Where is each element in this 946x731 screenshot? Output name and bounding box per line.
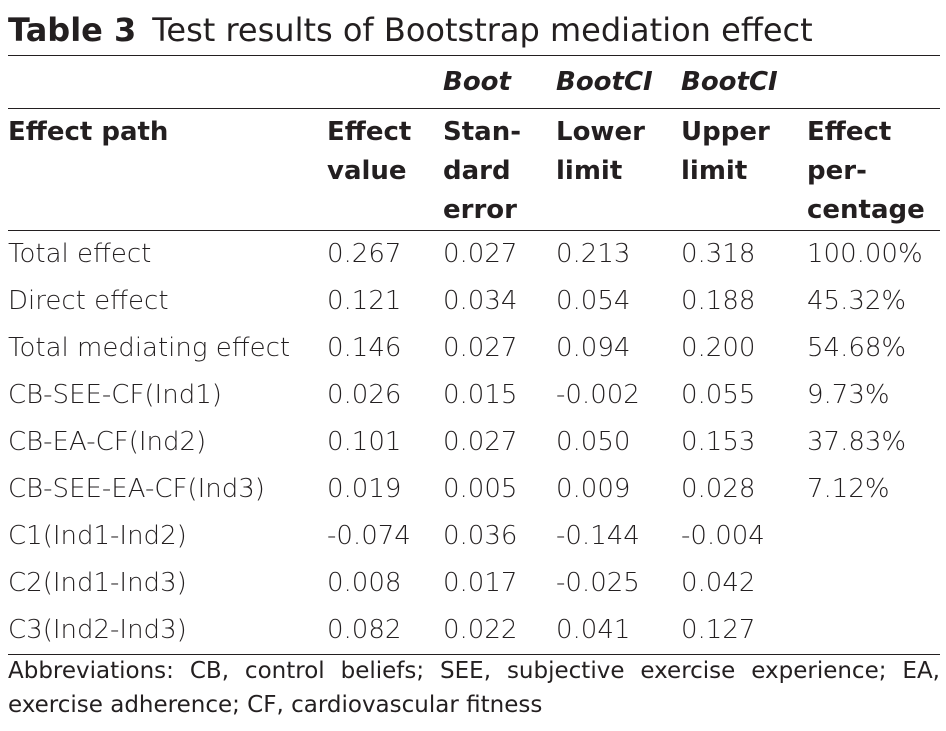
table-row: Total mediating effect 0.146 0.027 0.094… [8, 325, 940, 372]
header-top-cell: Boot [443, 67, 511, 97]
effect-percentage-cell [807, 560, 940, 607]
results-table: Boot BootCI BootCI Effect path Effect val… [8, 56, 940, 655]
standard-error-cell: 0.034 [443, 286, 518, 316]
header-line: Effect [327, 117, 412, 147]
effect-value-cell: 0.267 [327, 239, 402, 269]
lower-limit-cell: -0.025 [556, 568, 640, 598]
header-top-cell [8, 56, 327, 109]
table-row: Direct effect 0.121 0.034 0.054 0.188 45… [8, 278, 940, 325]
header-lower-limit: Lower limit [556, 109, 681, 231]
header-standard-error: Stan-dard error [443, 109, 556, 231]
header-top-cell: BootCI [681, 67, 778, 97]
standard-error-cell: 0.015 [443, 380, 518, 410]
lower-limit-cell: 0.213 [556, 239, 631, 269]
upper-limit-cell: 0.127 [681, 615, 756, 645]
upper-limit-cell: 0.200 [681, 333, 756, 363]
table-row: C1(Ind1-Ind2) -0.074 0.036 -0.144 -0.004 [8, 513, 940, 560]
header-line: value [327, 156, 407, 186]
header-effect-value: Effect value [327, 109, 443, 231]
table-row: C3(Ind2-Ind3) 0.082 0.022 0.041 0.127 [8, 607, 940, 655]
table-body: Total effect 0.267 0.027 0.213 0.318 100… [8, 230, 940, 655]
header-line: Stan- [443, 117, 521, 147]
effect-percentage-cell: 100.00% [807, 239, 923, 269]
effect-percentage-cell: 54.68% [807, 333, 907, 363]
upper-limit-cell: 0.153 [681, 427, 756, 457]
header-line: error [443, 195, 517, 225]
table-row: CB-EA-CF(Ind2) 0.101 0.027 0.050 0.153 3… [8, 419, 940, 466]
header-top-cell [807, 56, 940, 109]
upper-limit-cell: 0.318 [681, 239, 756, 269]
standard-error-cell: 0.036 [443, 521, 518, 551]
effect-path-cell: CB-SEE-CF(Ind1) [8, 380, 222, 410]
header-line: limit [681, 156, 748, 186]
lower-limit-cell: 0.041 [556, 615, 631, 645]
effect-percentage-cell: 9.73% [807, 380, 890, 410]
table-row: CB-SEE-EA-CF(Ind3) 0.019 0.005 0.009 0.0… [8, 466, 940, 513]
effect-value-cell: 0.008 [327, 568, 402, 598]
effect-path-cell: C3(Ind2-Ind3) [8, 615, 187, 645]
standard-error-cell: 0.027 [443, 239, 518, 269]
effect-value-cell: 0.101 [327, 427, 402, 457]
effect-value-cell: 0.146 [327, 333, 402, 363]
effect-value-cell: 0.082 [327, 615, 402, 645]
header-line: dard [443, 156, 511, 186]
table-number: Table 3 [8, 11, 137, 49]
header-line: centage [807, 195, 925, 225]
standard-error-cell: 0.027 [443, 427, 518, 457]
table-title: Table 3 Test results of Bootstrap mediati… [8, 10, 813, 50]
top-rule [8, 55, 940, 56]
header-row-main: Effect path Effect value Stan-dard error L… [8, 108, 940, 231]
header-effect-path: Effect path [8, 109, 327, 231]
effect-path-cell: Direct effect [8, 286, 169, 316]
header-top-cell: BootCI [556, 67, 653, 97]
effect-value-cell: 0.019 [327, 474, 402, 504]
effect-percentage-cell: 45.32% [807, 286, 907, 316]
effect-value-cell: 0.121 [327, 286, 402, 316]
effect-path-cell: Total mediating effect [8, 333, 291, 363]
lower-limit-cell: 0.009 [556, 474, 631, 504]
effect-path-cell: CB-EA-CF(Ind2) [8, 427, 207, 457]
effect-percentage-cell [807, 513, 940, 560]
header-line: Upper [681, 117, 770, 147]
effect-path-cell: Total effect [8, 239, 152, 269]
lower-limit-cell: 0.050 [556, 427, 631, 457]
lower-limit-cell: 0.094 [556, 333, 631, 363]
standard-error-cell: 0.005 [443, 474, 518, 504]
standard-error-cell: 0.027 [443, 333, 518, 363]
header-line: Effect path [8, 117, 169, 147]
effect-percentage-cell: 7.12% [807, 474, 890, 504]
effect-value-cell: 0.026 [327, 380, 402, 410]
standard-error-cell: 0.017 [443, 568, 518, 598]
header-upper-limit: Upper limit [681, 109, 807, 231]
effect-path-cell: C2(Ind1-Ind3) [8, 568, 187, 598]
table-caption: Test results of Bootstrap mediation effe… [152, 11, 813, 49]
header-line: limit [556, 156, 623, 186]
table-header: Boot BootCI BootCI Effect path Effect val… [8, 56, 940, 231]
header-line: Lower [556, 117, 645, 147]
effect-percentage-cell [807, 607, 940, 655]
header-effect-percentage: Effect per-centage [807, 109, 940, 231]
header-row-top: Boot BootCI BootCI [8, 56, 940, 109]
lower-limit-cell: -0.144 [556, 521, 640, 551]
effect-path-cell: CB-SEE-EA-CF(Ind3) [8, 474, 265, 504]
lower-limit-cell: -0.002 [556, 380, 640, 410]
upper-limit-cell: 0.055 [681, 380, 756, 410]
standard-error-cell: 0.022 [443, 615, 518, 645]
effect-percentage-cell: 37.83% [807, 427, 907, 457]
table-footnote: Abbreviations: CB, control beliefs; SEE,… [8, 658, 940, 718]
table-row: Total effect 0.267 0.027 0.213 0.318 100… [8, 231, 940, 279]
effect-path-cell: C1(Ind1-Ind2) [8, 521, 187, 551]
table-row: C2(Ind1-Ind3) 0.008 0.017 -0.025 0.042 [8, 560, 940, 607]
table-row: CB-SEE-CF(Ind1) 0.026 0.015 -0.002 0.055… [8, 372, 940, 419]
upper-limit-cell: 0.042 [681, 568, 756, 598]
upper-limit-cell: -0.004 [681, 521, 765, 551]
effect-value-cell: -0.074 [327, 521, 411, 551]
upper-limit-cell: 0.028 [681, 474, 756, 504]
lower-limit-cell: 0.054 [556, 286, 631, 316]
header-top-cell [327, 56, 443, 109]
header-line: Effect [807, 117, 892, 147]
upper-limit-cell: 0.188 [681, 286, 756, 316]
header-line: per- [807, 156, 867, 186]
